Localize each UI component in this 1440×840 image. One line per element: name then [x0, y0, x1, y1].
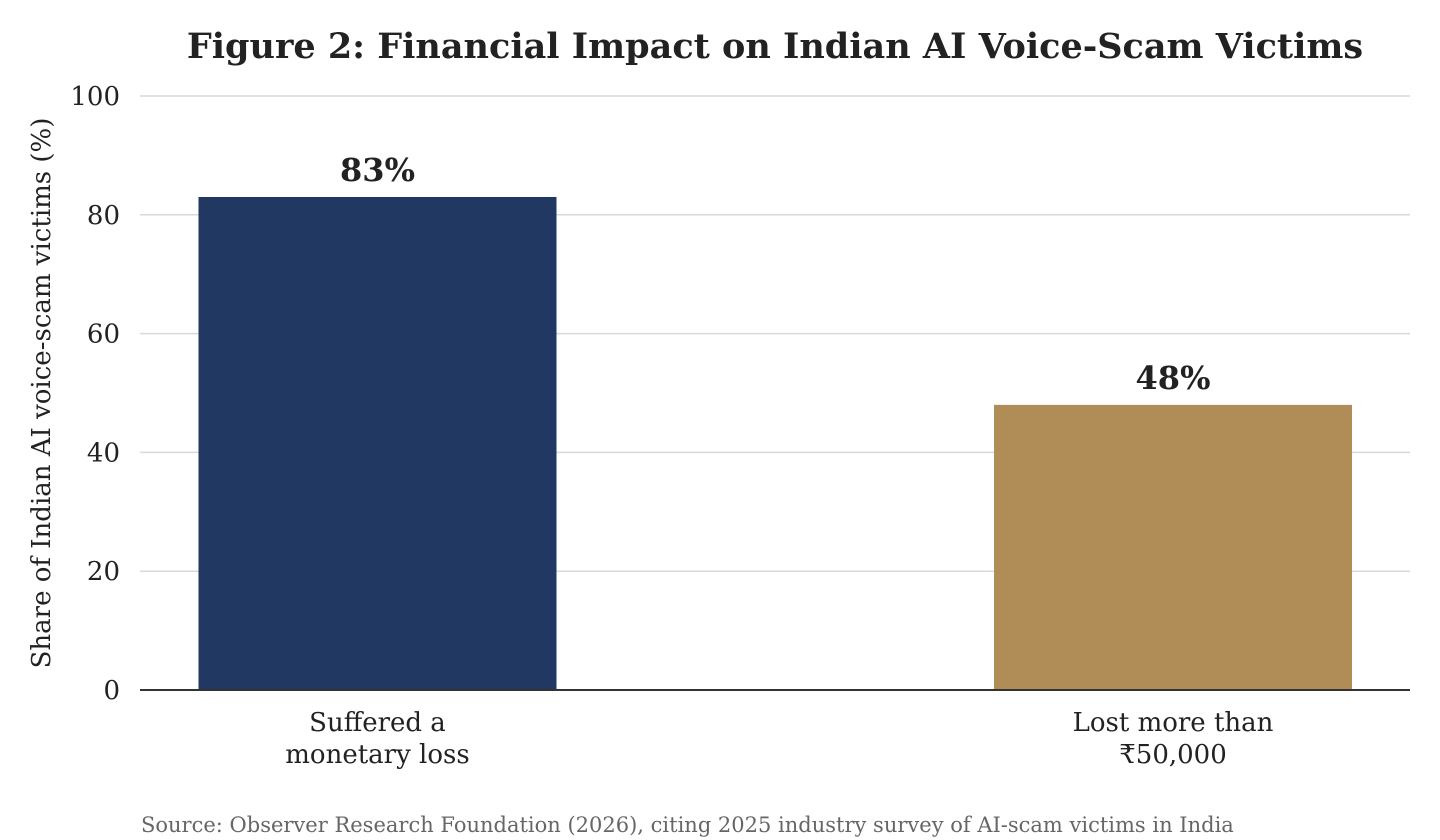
y-tick-label-80: 80 — [87, 201, 120, 231]
y-axis-label: Share of Indian AI voice-scam victims (%… — [27, 118, 57, 669]
bars — [198, 196, 1352, 691]
y-tick-label-40: 40 — [87, 438, 120, 468]
category-label-1: Suffered a monetary loss — [285, 708, 469, 770]
chart-title: Figure 2: Financial Impact on Indian AI … — [187, 26, 1363, 67]
y-tick-label-0: 0 — [103, 676, 120, 706]
y-tick-label-60: 60 — [87, 320, 120, 350]
source-note: Source: Observer Research Foundation (20… — [141, 813, 1234, 837]
bar-1 — [198, 196, 557, 691]
y-axis-ticks: 0 20 40 60 80 100 — [70, 82, 120, 706]
data-labels: 83% 48% — [340, 151, 1210, 397]
y-tick-label-20: 20 — [87, 557, 120, 587]
y-tick-label-100: 100 — [70, 82, 120, 112]
data-label-2: 48% — [1136, 359, 1211, 397]
category-label-2: Lost more than ₹50,000 — [1073, 708, 1274, 770]
x-axis-categories: Suffered a monetary loss Lost more than ₹50… — [285, 708, 1273, 770]
bar-2 — [994, 404, 1352, 690]
data-label-1: 83% — [340, 151, 415, 189]
